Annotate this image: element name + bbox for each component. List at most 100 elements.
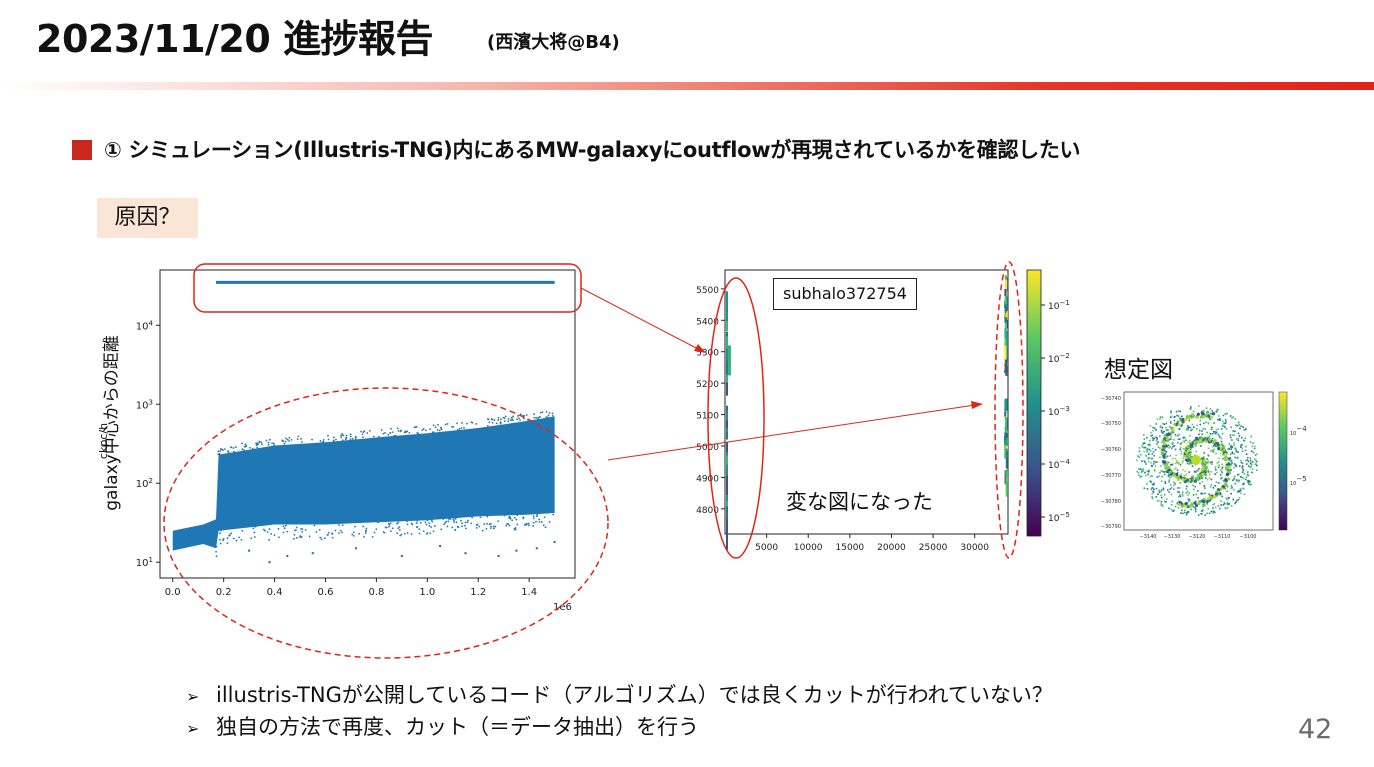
galaxy-particle [1169,484,1172,486]
scatter-x-tick-label: 0.2 [216,587,232,598]
scatter-speckle [479,516,482,519]
scatter-speckle [318,529,321,531]
scatter-speckle [339,529,342,532]
galaxy-particle [1243,439,1246,442]
galaxy-particle [1185,439,1187,442]
heatmap-marks [726,275,1008,550]
galaxy-particle [1180,442,1182,445]
scatter-speckle [486,522,489,525]
galaxy-particle [1168,480,1171,482]
galaxy-particle [1160,465,1162,467]
galaxy-particle [1214,473,1216,475]
galaxy-particle [1150,481,1152,483]
galaxy-arm-particle [1208,495,1213,499]
galaxy-particle [1143,487,1146,490]
scatter-speckle [509,517,512,520]
scatter-speckle [226,537,229,540]
galaxy-particle [1231,462,1233,464]
galaxy-particle [1183,453,1185,456]
scatter-speckle [535,520,537,523]
arrow-head-2 [971,401,983,409]
scatter-speckle [288,436,291,439]
galaxy-particle [1206,458,1208,460]
galaxy-particle [1172,463,1174,465]
galaxy-particle [1197,490,1199,492]
scatter-speckle [283,442,286,445]
galaxy-particle [1168,491,1170,493]
heatmap-cell [1005,448,1008,459]
scatter-speckle [232,537,235,540]
galaxy-particle [1158,489,1160,492]
galaxy-arm-particle [1206,497,1210,501]
scatter-speckle [541,411,544,414]
galaxy-particle [1158,475,1160,477]
scatter-speckle [513,527,516,530]
galaxy-particle [1181,462,1184,464]
galaxy-particle [1170,469,1173,472]
galaxy-particle [1190,475,1193,478]
scatter-speckle [430,519,433,522]
galaxy-particle [1174,457,1176,460]
galaxy-particle [1205,474,1207,476]
galaxy-particle [1178,500,1180,503]
scatter-speckle [463,426,465,429]
galaxy-particle [1153,469,1156,472]
galaxy-particle [1191,476,1193,479]
galaxy-particle [1160,480,1163,483]
scatter-speckle [505,524,508,527]
galaxy-particle [1224,422,1226,425]
galaxy-particle [1197,479,1200,481]
scatter-speckle [244,443,247,446]
expected-y-tick-label: −30790 [1101,524,1121,530]
galaxy-particle [1172,439,1175,441]
scatter-speckle [235,539,238,542]
galaxy-particle [1236,499,1238,502]
galaxy-particle [1167,481,1170,483]
scatter-outlier-point [311,552,314,555]
galaxy-particle [1213,503,1216,505]
scatter-speckle [486,418,489,420]
heatmap-cell [1004,275,1007,280]
scatter-speckle [354,438,357,440]
galaxy-particle [1230,469,1232,471]
galaxy-particle [1214,511,1216,514]
galaxy-particle [1212,451,1215,453]
scatter-speckle [525,414,528,416]
galaxy-particle [1248,481,1250,483]
galaxy-particle [1148,469,1150,472]
scatter-speckle [257,443,260,445]
galaxy-particle [1170,411,1172,414]
galaxy-particle [1183,509,1186,512]
galaxy-particle [1182,457,1185,460]
heatmap-y-tick-label: 5500 [696,286,719,296]
galaxy-particle [1210,450,1212,452]
scatter-speckle [341,524,344,527]
scatter-speckle [304,529,307,531]
galaxy-particle [1182,460,1184,462]
galaxy-arm-particle [1208,437,1212,441]
scatter-speckle [490,525,492,528]
scatter-speckle [532,521,535,524]
scatter-speckle [456,428,459,431]
galaxy-particle [1185,473,1188,476]
scatter-speckle [516,523,519,526]
galaxy-particle [1164,500,1166,503]
galaxy-particle [1203,452,1205,454]
galaxy-particle [1252,442,1254,444]
scatter-speckle [393,434,396,437]
galaxy-particle [1217,428,1220,430]
galaxy-particle [1155,487,1158,490]
heatmap-cell [1005,310,1008,318]
galaxy-particle [1161,475,1163,478]
galaxy-particle [1136,470,1139,473]
scatter-speckle [418,528,421,531]
scatter-speckle [424,521,427,524]
heatmap-cell [726,523,728,550]
galaxy-core [1191,455,1201,465]
galaxy-particle [1221,476,1223,479]
scatter-speckle [396,532,399,535]
galaxy-particle [1159,447,1161,449]
galaxy-particle [1208,435,1211,438]
galaxy-particle [1254,454,1257,456]
scatter-speckle [451,425,453,428]
